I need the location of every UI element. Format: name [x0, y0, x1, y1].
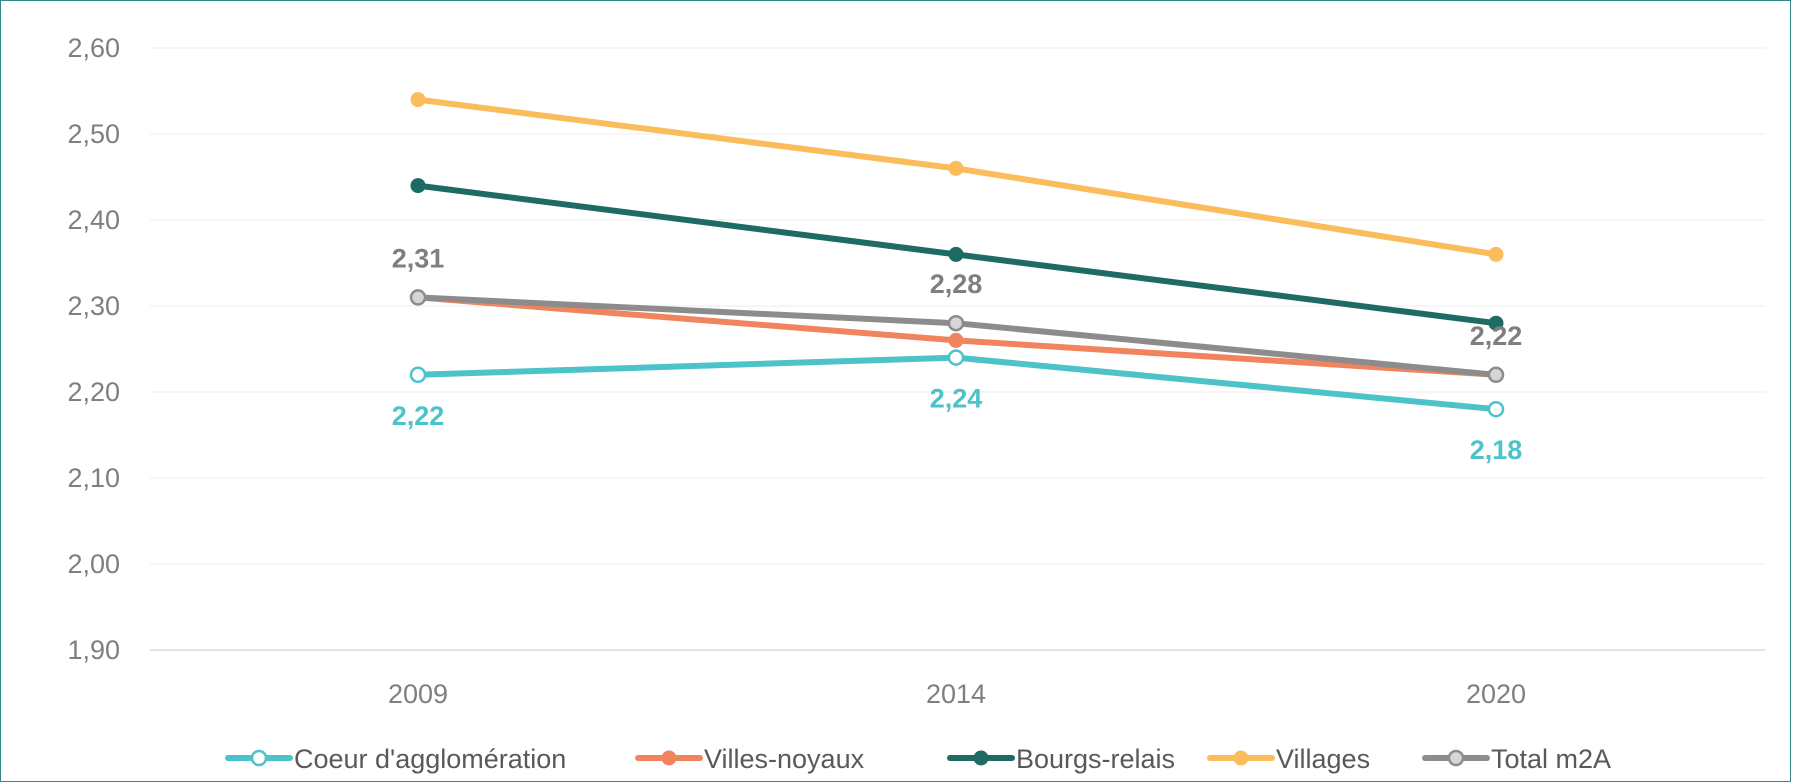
data-point — [1488, 315, 1504, 331]
data-point — [948, 246, 964, 262]
data-point — [1487, 366, 1505, 384]
y-tick-label: 2,50 — [67, 119, 120, 149]
data-point — [661, 750, 677, 766]
x-tick-label: 2014 — [926, 679, 986, 709]
data-point — [948, 160, 964, 176]
data-point — [409, 366, 427, 384]
legend-label: Villages — [1276, 744, 1370, 774]
legend-label: Villes-noyaux — [704, 744, 865, 774]
legend-label: Bourgs-relais — [1016, 744, 1175, 774]
data-point — [947, 314, 965, 332]
data-label: 2,18 — [1470, 435, 1523, 465]
data-point — [1487, 400, 1505, 418]
legend: Coeur d'agglomération Villes-noyaux Bourgs… — [225, 744, 1611, 774]
legend-label: Total m2A — [1491, 744, 1611, 774]
series-line — [415, 96, 1499, 258]
x-axis-tick-labels: 2009 2014 2020 — [388, 679, 1526, 709]
y-tick-label: 2,10 — [67, 463, 120, 493]
y-tick-label: 2,20 — [67, 377, 120, 407]
data-label: 2,24 — [930, 384, 983, 414]
y-tick-label: 2,40 — [67, 205, 120, 235]
data-point — [410, 92, 426, 108]
data-point — [947, 349, 965, 366]
data-point — [1233, 750, 1249, 766]
y-tick-label: 2,60 — [67, 33, 120, 63]
series-markers — [409, 92, 1505, 418]
x-tick-label: 2020 — [1466, 679, 1526, 709]
y-tick-label: 2,00 — [67, 549, 120, 579]
data-point — [250, 749, 268, 767]
gridlines — [150, 47, 1765, 651]
data-label: 2,22 — [1470, 321, 1523, 351]
data-point — [410, 178, 426, 194]
y-tick-label: 2,30 — [67, 291, 120, 321]
data-point — [1488, 246, 1504, 262]
data-point — [973, 750, 989, 766]
y-axis-tick-labels: 1,90 2,00 2,10 2,20 2,30 2,40 2,50 2,60 — [67, 33, 120, 665]
data-label: 2,31 — [392, 243, 445, 273]
data-point — [948, 332, 964, 348]
data-point — [409, 289, 427, 306]
data-point — [1447, 749, 1465, 767]
data-label: 2,28 — [930, 269, 983, 299]
x-tick-label: 2009 — [388, 679, 448, 709]
data-label: 2,22 — [392, 401, 445, 431]
legend-label: Coeur d'agglomération — [294, 744, 566, 774]
data-labels: 2,22 2,24 2,18 2,31 2,28 2,22 — [392, 243, 1523, 465]
y-tick-label: 1,90 — [67, 635, 120, 665]
